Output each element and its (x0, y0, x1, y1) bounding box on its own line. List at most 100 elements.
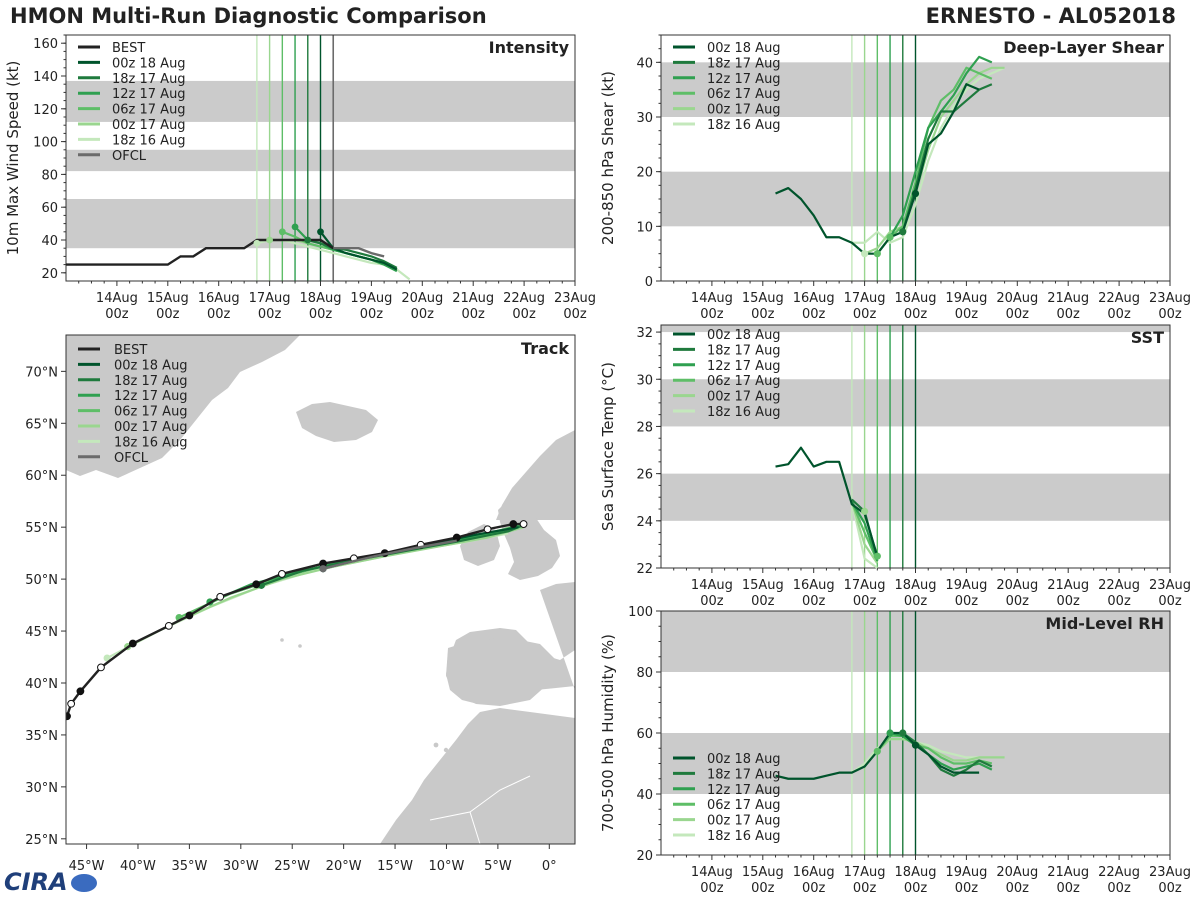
intensity-title: Intensity (489, 38, 570, 57)
shear-panel: 01020304014Aug00z15Aug00z16Aug00z17Aug00… (599, 34, 1191, 322)
intensity-xtick-label: 00z (563, 307, 587, 322)
shear-xtick-label: 21Aug (1047, 291, 1089, 306)
track-xtick-label: 0° (542, 859, 557, 874)
track-best-marker (483, 525, 492, 534)
shear-ylabel: 200-850 hPa Shear (kt) (599, 71, 617, 245)
shear-legend-label: 06z 17 Aug (707, 87, 781, 102)
page-title: HMON Multi-Run Diagnostic Comparison (10, 4, 487, 28)
rh-title: Mid-Level RH (1045, 614, 1164, 633)
track-best-marker (185, 611, 194, 620)
shear-init-marker (899, 228, 907, 236)
intensity-xtick-label: 22Aug (503, 291, 545, 306)
intensity-xtick-label: 17Aug (249, 291, 291, 306)
track-xtick-label: 10°W (429, 859, 465, 874)
rh-xtick-label: 22Aug (1098, 865, 1140, 880)
sst-ytick-label: 28 (636, 420, 653, 435)
cira-logo-icon (70, 874, 97, 892)
intensity-xtick-label: 00z (309, 307, 333, 322)
sst-series-line (850, 501, 879, 562)
intensity-xtick-label: 00z (512, 307, 536, 322)
rh-xtick-label: 00z (700, 881, 724, 896)
track-best-marker (66, 712, 71, 721)
shear-init-marker (911, 189, 920, 198)
track-ytick-label: 25°N (25, 833, 58, 848)
shear-legend-label: 00z 17 Aug (707, 103, 781, 118)
rh-ytick-label: 20 (636, 849, 653, 864)
sst-legend-label: 00z 17 Aug (707, 390, 781, 405)
shear-xtick-label: 00z (1057, 307, 1081, 322)
sst-series-line (850, 501, 878, 569)
intensity-ylabel: 10m Max Wind Speed (kt) (4, 61, 22, 256)
sst-xtick-label: 00z (955, 594, 979, 609)
shear-legend-label: 00z 18 Aug (707, 41, 781, 56)
sst-series-line (850, 501, 879, 564)
shear-xtick-label: 22Aug (1098, 291, 1140, 306)
intensity-init-marker (278, 228, 286, 236)
rh-legend-label: 12z 17 Aug (707, 783, 781, 798)
shear-init-marker (886, 233, 894, 241)
rh-series-line (863, 737, 1005, 768)
rh-xtick-label: 00z (955, 881, 979, 896)
track-best-marker (252, 580, 261, 589)
rh-ytick-label: 60 (636, 727, 653, 742)
track-xtick-label: 15°W (377, 859, 413, 874)
intensity-ytick-label: 40 (41, 234, 58, 249)
track-best-line (66, 522, 524, 717)
rh-series-line (876, 734, 993, 765)
track-best-marker (519, 520, 528, 528)
intensity-xtick-label: 20Aug (401, 291, 443, 306)
sst-ytick-label: 22 (636, 562, 653, 577)
track-lines (66, 520, 528, 721)
track-ytick-label: 70°N (25, 365, 58, 380)
shear-legend-label: 12z 17 Aug (707, 72, 781, 87)
sst-series-line (775, 446, 879, 557)
rh-xtick-label: 15Aug (742, 865, 784, 880)
sst-ytick-label: 32 (636, 326, 653, 341)
track-legend-label: 18z 17 Aug (114, 374, 188, 389)
rh-init-marker (873, 747, 881, 755)
rh-legend-label: 00z 18 Aug (707, 752, 781, 767)
sst-xtick-label: 23Aug (1149, 578, 1191, 593)
intensity-init-marker (291, 223, 299, 231)
sst-ytick-label: 30 (636, 373, 653, 388)
sst-init-marker (861, 507, 869, 515)
intensity-best-line (66, 238, 334, 266)
shear-xtick-label: 14Aug (691, 291, 733, 306)
rh-xtick-label: 00z (904, 881, 928, 896)
intensity-legend-label: 18z 17 Aug (112, 72, 186, 87)
track-ytick-label: 40°N (25, 677, 58, 692)
sst-legend-label: 12z 17 Aug (707, 359, 781, 374)
track-legend-label: OFCL (114, 451, 149, 466)
rh-init-marker (886, 729, 894, 737)
sst-ylabel: Sea Surface Temp (°C) (599, 362, 617, 531)
track-best-marker (216, 592, 225, 601)
sst-xtick-label: 00z (700, 594, 724, 609)
track-legend-label: 18z 16 Aug (114, 435, 188, 450)
rh-xtick-label: 00z (802, 881, 826, 896)
intensity-xtick-label: 15Aug (147, 291, 189, 306)
shear-xtick-label: 00z (904, 307, 928, 322)
track-ofcl-marker (319, 565, 327, 573)
intensity-ytick-label: 60 (41, 201, 58, 216)
intensity-ofcl-line (333, 246, 385, 258)
rh-xtick-label: 00z (853, 881, 877, 896)
intensity-legend-label: 00z 17 Aug (112, 118, 186, 133)
sst-legend-label: 18z 16 Aug (707, 405, 781, 420)
intensity-ytick-label: 100 (33, 136, 58, 151)
track-legend-label: 00z 17 Aug (114, 420, 188, 435)
storm-id: ERNESTO - AL052018 (925, 4, 1176, 28)
rh-ylabel: 700-500 hPa Humidity (%) (599, 634, 617, 832)
track-ytick-label: 65°N (25, 417, 58, 432)
sst-xtick-label: 00z (802, 594, 826, 609)
shear-xtick-label: 23Aug (1149, 291, 1191, 306)
iceland-landmass (296, 402, 378, 442)
sst-xtick-label: 20Aug (996, 578, 1038, 593)
rh-legend-label: 18z 17 Aug (707, 767, 781, 782)
sst-legend-label: 06z 17 Aug (707, 374, 781, 389)
sst-init-marker (873, 552, 881, 560)
